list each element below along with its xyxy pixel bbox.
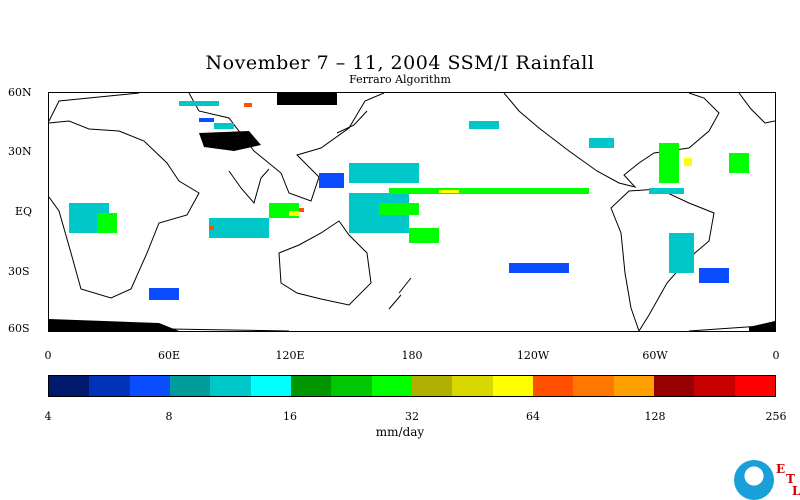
- colorbar-segment: [169, 376, 211, 396]
- colorbar-segment: [89, 376, 130, 396]
- colorbar-segment: [331, 376, 372, 396]
- mask-antarctica-right: [749, 321, 775, 331]
- lat-label-30s: 30S: [8, 265, 30, 278]
- lon-label-180: 180: [401, 349, 423, 362]
- lat-label-60s: 60S: [8, 322, 30, 335]
- color-bar: [48, 375, 776, 397]
- colorbar-segment: [290, 376, 332, 396]
- lon-label-0-left: 0: [44, 349, 52, 362]
- etl-letter-l: L: [792, 484, 800, 498]
- colorbar-segment: [411, 376, 453, 396]
- australia-coast: [278, 220, 372, 306]
- chart-subtitle: Ferraro Algorithm: [349, 73, 451, 86]
- colorbar-segment: [492, 376, 533, 396]
- colorbar-segment: [250, 376, 291, 396]
- colorbar-tick-64: 64: [526, 410, 540, 423]
- lon-label-120e: 120E: [275, 349, 305, 362]
- lon-label-60w: 60W: [642, 349, 668, 362]
- colorbar-tick-128: 128: [644, 410, 666, 423]
- north-america-coast: [503, 93, 720, 188]
- japan-coast: [336, 110, 368, 134]
- colorbar-segment: [734, 376, 775, 396]
- colorbar-segment: [573, 376, 614, 396]
- colorbar-tick-16: 16: [283, 410, 297, 423]
- colorbar-segment: [371, 376, 412, 396]
- greenland-coast: [738, 93, 775, 124]
- colorbar-segment: [452, 376, 493, 396]
- lon-label-120w: 120W: [516, 349, 550, 362]
- rainfall-map: [48, 92, 776, 332]
- colorbar-segment: [653, 376, 695, 396]
- mask-asia: [277, 93, 337, 105]
- new-zealand-coast: [388, 277, 412, 310]
- map-svg: [49, 93, 775, 331]
- lon-label-0-right: 0: [772, 349, 780, 362]
- chart-title: November 7 – 11, 2004 SSM/I Rainfall: [205, 52, 595, 74]
- noaa-logo: [734, 460, 774, 500]
- etl-letter-t: T: [786, 472, 795, 486]
- south-america-coast: [610, 188, 715, 331]
- lat-label-30n: 30N: [8, 145, 32, 158]
- colorbar-units: mm/day: [375, 425, 425, 439]
- colorbar-segment: [613, 376, 654, 396]
- etl-letter-e: E: [776, 462, 786, 476]
- lat-label-60n: 60N: [8, 86, 32, 99]
- colorbar-segment: [694, 376, 735, 396]
- colorbar-tick-4: 4: [44, 410, 52, 423]
- india-coast: [228, 168, 270, 205]
- colorbar-tick-32: 32: [405, 410, 419, 423]
- lat-label-eq: EQ: [15, 205, 33, 218]
- africa-coast: [49, 120, 200, 299]
- mask-central-asia: [199, 131, 261, 151]
- eurasia-coast: [49, 93, 385, 202]
- colorbar-tick-256: 256: [765, 410, 787, 423]
- colorbar-segment: [129, 376, 170, 396]
- mask-antarctica-left: [49, 319, 179, 331]
- lon-label-60e: 60E: [157, 349, 181, 362]
- colorbar-tick-8: 8: [165, 410, 173, 423]
- colorbar-segment: [532, 376, 574, 396]
- colorbar-segment: [210, 376, 251, 396]
- colorbar-segment: [49, 376, 90, 396]
